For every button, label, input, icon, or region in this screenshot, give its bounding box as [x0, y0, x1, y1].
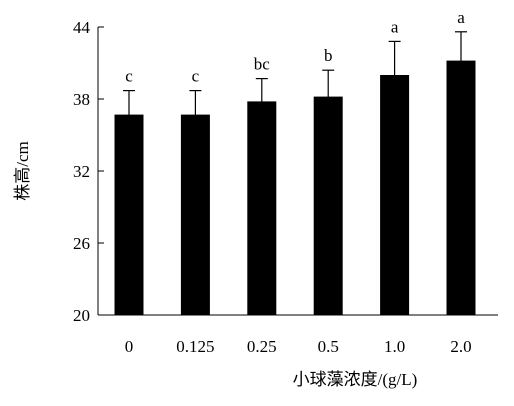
- significance-label: b: [324, 46, 333, 65]
- bar: [313, 96, 343, 315]
- significance-label: bc: [254, 55, 271, 74]
- x-tick-label: 2.0: [450, 337, 471, 356]
- error-bar: [189, 89, 202, 140]
- bar: [446, 60, 476, 315]
- bar: [180, 114, 210, 315]
- error-bars-layer: [123, 31, 467, 140]
- significance-label: a: [391, 17, 399, 36]
- x-tick-label: 0.25: [247, 337, 277, 356]
- x-tick-label: 0.5: [318, 337, 339, 356]
- bars-layer: [114, 60, 476, 316]
- significance-label: c: [125, 67, 133, 86]
- y-tick-label: 32: [73, 162, 90, 181]
- error-bar: [123, 89, 135, 140]
- x-tick-label: 0: [125, 337, 134, 356]
- y-ticks-layer: 20 26 32 38 44: [73, 18, 104, 325]
- error-bar: [255, 77, 268, 125]
- significance-label: a: [457, 8, 465, 27]
- y-tick-label: 20: [73, 306, 90, 325]
- x-axis-title: 小球藻浓度/(g/L): [293, 370, 418, 389]
- axes-layer: [97, 27, 498, 316]
- significance-labels-layer: c c bc b a a: [125, 8, 465, 86]
- y-tick-label: 38: [73, 90, 90, 109]
- y-axis-title: 株高/cm: [13, 141, 32, 201]
- error-bar: [455, 31, 467, 91]
- error-bar: [322, 69, 335, 124]
- x-ticks-layer: 0 0.125 0.25 0.5 1.0 2.0: [125, 337, 472, 356]
- bar: [247, 101, 277, 316]
- y-tick-label: 26: [73, 234, 90, 253]
- error-bar: [388, 40, 401, 110]
- x-tick-label: 1.0: [384, 337, 405, 356]
- bar: [380, 75, 410, 315]
- bar: [114, 114, 144, 315]
- significance-label: c: [192, 67, 200, 86]
- x-tick-label: 0.125: [176, 337, 214, 356]
- y-tick-label: 44: [73, 18, 91, 37]
